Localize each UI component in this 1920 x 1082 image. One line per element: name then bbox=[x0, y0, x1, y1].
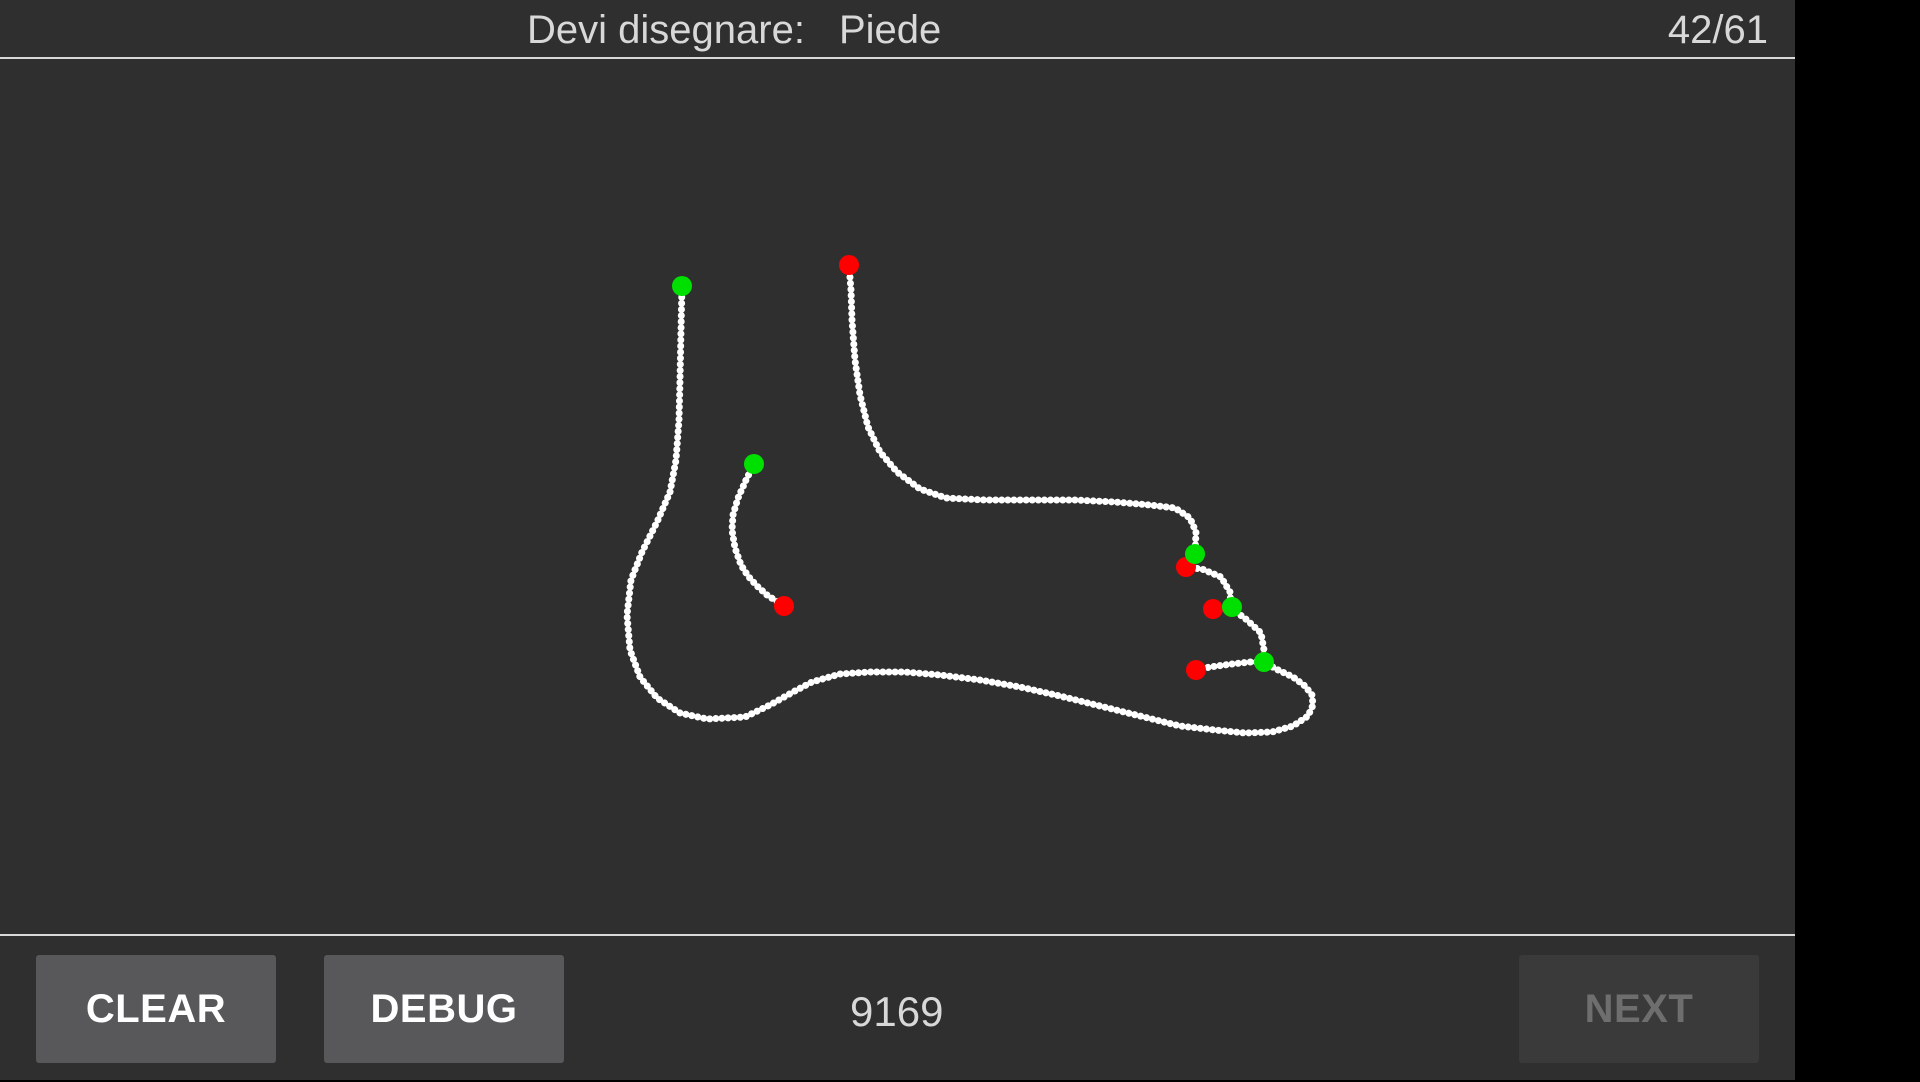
footer-bar: CLEAR DEBUG 9169 NEXT bbox=[0, 934, 1795, 1082]
stroke-heel-sole bbox=[623, 281, 1317, 737]
debug-button[interactable]: DEBUG bbox=[324, 955, 564, 1063]
drawing-app: Devi disegnare: Piede 42/61 CLEAR DEBUG 9… bbox=[0, 0, 1795, 1080]
stroke-inner-curve bbox=[728, 460, 788, 610]
stroke-toe-3 bbox=[1192, 658, 1267, 674]
stroke-end-marker bbox=[774, 596, 794, 616]
stroke-toe-2 bbox=[1209, 604, 1268, 666]
stroke-end-marker bbox=[1203, 599, 1223, 619]
stroke-end-marker bbox=[1186, 660, 1206, 680]
stroke-start-marker bbox=[1185, 544, 1205, 564]
stroke-end-marker bbox=[839, 255, 859, 275]
stroke-markers bbox=[672, 255, 1274, 680]
stroke-start-marker bbox=[672, 276, 692, 296]
prompt-label: Devi disegnare: bbox=[527, 8, 805, 52]
progress-counter: 42/61 bbox=[1667, 8, 1768, 52]
stroke-start-marker bbox=[1254, 652, 1274, 672]
clear-button[interactable]: CLEAR bbox=[36, 955, 276, 1063]
stroke-toe-1 bbox=[1181, 563, 1235, 610]
stroke-start-marker bbox=[744, 454, 764, 474]
drawing-prompt: Devi disegnare: Piede bbox=[527, 8, 941, 53]
prompt-word: Piede bbox=[838, 8, 942, 52]
drawn-strokes bbox=[623, 261, 1317, 737]
header-bar: Devi disegnare: Piede 42/61 bbox=[0, 0, 1795, 59]
stroke-top-of-foot bbox=[845, 261, 1200, 558]
stroke-start-marker bbox=[1222, 597, 1242, 617]
screen-edge bbox=[1795, 0, 1920, 1080]
next-button[interactable]: NEXT bbox=[1519, 955, 1759, 1063]
drawing-canvas[interactable] bbox=[0, 59, 1795, 934]
score-value: 9169 bbox=[850, 988, 944, 1035]
drawing-svg[interactable] bbox=[0, 59, 1795, 934]
